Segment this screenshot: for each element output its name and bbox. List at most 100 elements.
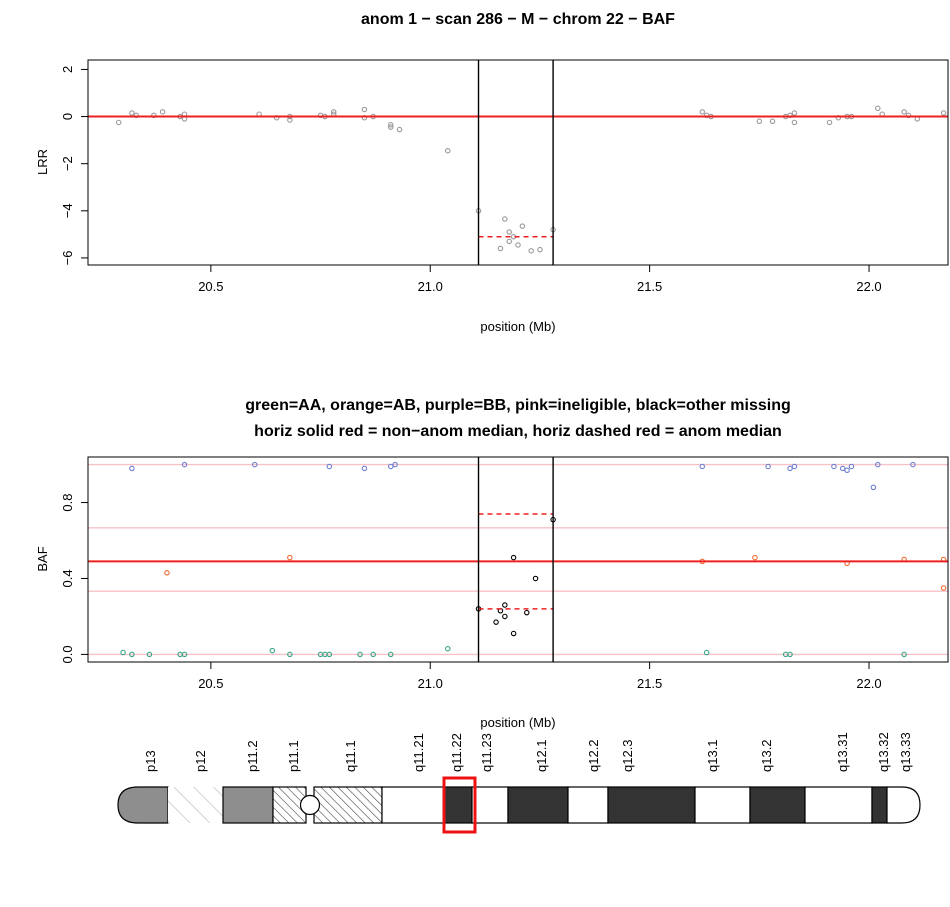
data-point xyxy=(510,554,517,561)
data-point xyxy=(273,114,280,121)
data-point xyxy=(287,117,293,123)
data-point xyxy=(357,651,363,658)
data-point xyxy=(326,651,333,658)
band-label: q11.21 xyxy=(411,733,426,772)
x-tick-label: 21.0 xyxy=(418,676,443,691)
y-tick-label: 0.8 xyxy=(60,494,75,512)
x-tick-label: 22.0 xyxy=(856,279,881,294)
data-point xyxy=(181,651,188,658)
band-label: q12.2 xyxy=(586,739,601,772)
x-tick-label: 21.5 xyxy=(637,676,662,691)
data-point xyxy=(848,463,855,470)
band-label: q12.3 xyxy=(620,739,635,772)
y-tick-label: −4 xyxy=(60,203,75,218)
data-point xyxy=(330,109,337,115)
band-label: p12 xyxy=(193,750,208,772)
ideogram-band xyxy=(804,786,873,824)
y-tick-label: 0.4 xyxy=(60,569,75,587)
data-point xyxy=(493,619,499,625)
data-point xyxy=(515,242,521,248)
x-tick-label: 20.5 xyxy=(198,279,223,294)
data-point xyxy=(361,465,368,472)
data-point xyxy=(510,630,517,637)
data-point xyxy=(502,602,508,608)
data-point xyxy=(181,461,188,468)
band-label: q12.1 xyxy=(534,739,549,772)
baf-y-label: BAF xyxy=(35,546,50,571)
data-point xyxy=(875,461,881,468)
data-point xyxy=(445,147,451,154)
data-point xyxy=(875,105,881,112)
centromere xyxy=(299,794,321,816)
y-tick-label: 2 xyxy=(60,66,75,73)
data-point xyxy=(388,651,394,658)
band-label: p11.1 xyxy=(286,740,301,772)
baf-median-lines xyxy=(88,457,948,662)
band-label: q11.23 xyxy=(479,733,494,772)
data-point xyxy=(519,223,526,229)
data-point xyxy=(791,463,798,470)
lrr-title: anom 1 − scan 286 − M − chrom 22 − BAF xyxy=(361,11,675,28)
x-tick-label: 21.0 xyxy=(418,279,443,294)
data-point xyxy=(502,216,508,222)
data-point xyxy=(524,609,530,616)
band-label: q13.2 xyxy=(759,739,774,772)
data-point xyxy=(940,585,947,591)
anomaly-highlight-box xyxy=(442,776,477,834)
ideogram-band xyxy=(222,786,274,824)
data-point xyxy=(133,112,140,119)
lrr-points xyxy=(115,105,947,254)
data-point xyxy=(940,110,947,116)
lrr-x-axis: 20.5 21.0 21.5 22.0 xyxy=(198,264,882,294)
data-point xyxy=(787,651,793,658)
data-point xyxy=(699,109,706,115)
x-tick-label: 22.0 xyxy=(856,676,881,691)
y-tick-label: 0.0 xyxy=(60,645,75,663)
data-point xyxy=(839,465,846,472)
y-tick-label: −6 xyxy=(60,251,75,266)
data-point xyxy=(120,649,126,656)
data-point xyxy=(901,651,907,658)
data-point xyxy=(752,554,758,561)
ideogram-bands xyxy=(117,786,921,824)
data-point xyxy=(528,248,534,254)
lrr-x-label: position (Mb) xyxy=(480,319,555,334)
data-point xyxy=(502,613,508,620)
ideogram-band xyxy=(443,786,473,824)
baf-title-line-1: green=AA, orange=AB, purple=BB, pink=ine… xyxy=(245,397,790,414)
data-point xyxy=(159,109,166,115)
data-point xyxy=(831,463,837,470)
data-point xyxy=(269,647,276,654)
band-label: q13.31 xyxy=(835,732,850,772)
ideogram-band xyxy=(507,786,569,824)
data-point xyxy=(392,461,398,468)
data-point xyxy=(388,124,394,130)
data-point xyxy=(756,118,763,125)
data-point xyxy=(787,112,793,119)
lrr-median-lines xyxy=(88,60,948,265)
data-point xyxy=(787,465,793,472)
data-point xyxy=(769,118,776,125)
x-tick-label: 20.5 xyxy=(198,676,223,691)
lrr-plot-frame xyxy=(87,59,949,266)
data-point xyxy=(251,461,258,468)
ideogram-band-labels: p13 p12 p11.2 p11.1 q11.1 q11.21 q11.22 q11.23 q… xyxy=(143,732,913,772)
y-tick-label: 0 xyxy=(60,113,75,120)
baf-points xyxy=(120,461,947,658)
band-label: q13.32 xyxy=(876,732,891,772)
data-point xyxy=(910,461,916,468)
data-point xyxy=(287,651,293,658)
data-point xyxy=(287,554,293,561)
data-point xyxy=(146,651,153,658)
lrr-y-axis: −6 −4 −2 0 2 xyxy=(60,66,89,266)
ideogram-band xyxy=(871,786,888,824)
data-point xyxy=(370,651,376,658)
data-point xyxy=(506,229,512,235)
band-label: q13.1 xyxy=(705,739,720,772)
baf-x-label: position (Mb) xyxy=(480,715,555,730)
data-point xyxy=(506,238,512,245)
data-point xyxy=(703,649,710,656)
data-point xyxy=(905,112,912,119)
baf-x-axis: 20.5 21.0 21.5 22.0 xyxy=(198,661,882,691)
lrr-panel: anom 1 − scan 286 − M − chrom 22 − BAF 2… xyxy=(35,11,949,334)
